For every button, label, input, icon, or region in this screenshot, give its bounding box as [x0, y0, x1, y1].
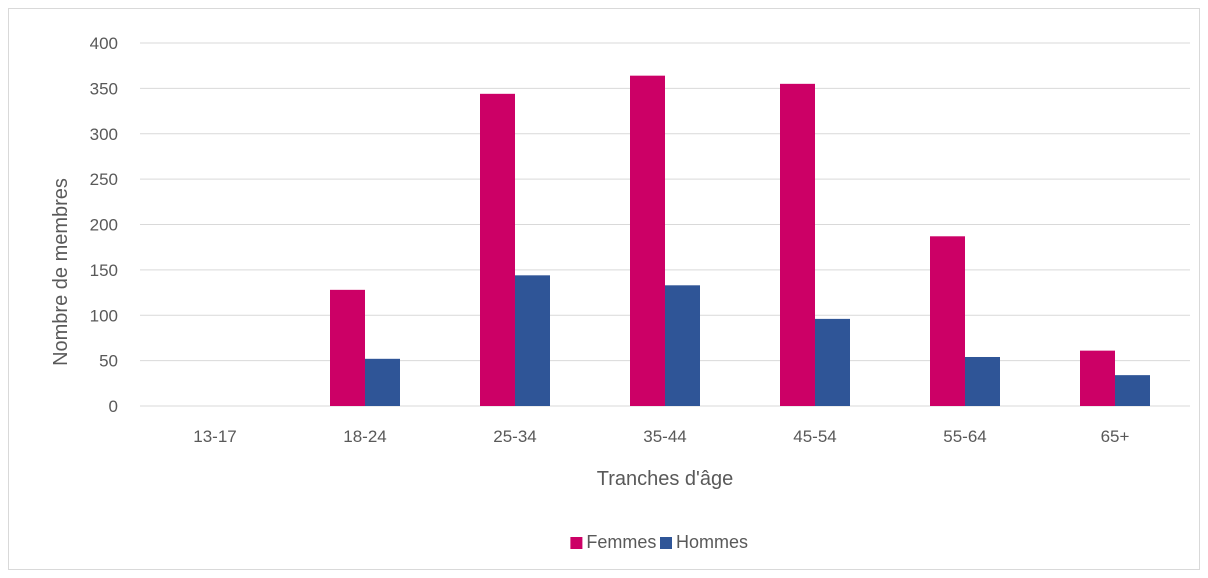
bar-hommes-65+: [1115, 375, 1150, 406]
y-tick-label: 50: [99, 352, 118, 371]
bar-femmes-25-34: [480, 93, 515, 406]
x-tick-label: 65+: [1101, 427, 1130, 446]
y-tick-label: 300: [90, 125, 118, 144]
chart-frame: [8, 8, 1200, 570]
x-axis-ticks: 13-17 18-24 25-34 35-44 45-54 55-64 65+: [193, 427, 1129, 446]
x-tick-label: 35-44: [643, 427, 686, 446]
legend-swatch-femmes: [570, 537, 583, 549]
bar-hommes-35-44: [665, 285, 700, 406]
bar-hommes-18-24: [365, 358, 400, 406]
y-axis-ticks: 0 50 100 150 200 250 300 350 400: [90, 34, 118, 416]
legend: Femmes Hommes: [570, 532, 748, 552]
x-tick-label: 18-24: [343, 427, 386, 446]
y-tick-label: 350: [90, 79, 118, 98]
y-tick-label: 150: [90, 261, 118, 280]
bar-femmes-18-24: [330, 289, 365, 406]
bars: [330, 75, 1150, 407]
legend-swatch-hommes: [660, 537, 672, 549]
x-tick-label: 13-17: [193, 427, 236, 446]
bar-hommes-25-34: [515, 275, 550, 406]
bar-hommes-55-64: [965, 356, 1000, 406]
legend-label-hommes: Hommes: [676, 532, 748, 552]
x-axis-title: Tranches d'âge: [597, 468, 734, 490]
bar-femmes-35-44: [630, 75, 665, 407]
y-tick-label: 0: [109, 397, 118, 416]
y-axis-title: Nombre de membres: [50, 178, 72, 366]
x-tick-label: 45-54: [793, 427, 836, 446]
x-tick-label: 25-34: [493, 427, 536, 446]
legend-label-femmes: Femmes: [586, 532, 656, 552]
y-tick-label: 100: [90, 306, 118, 325]
bar-femmes-45-54: [780, 83, 815, 407]
y-tick-label: 200: [90, 216, 118, 235]
bar-hommes-45-54: [815, 318, 850, 406]
bar-femmes-65+: [1080, 350, 1115, 406]
y-tick-label: 400: [90, 34, 118, 53]
x-tick-label: 55-64: [943, 427, 986, 446]
bar-femmes-55-64: [930, 236, 965, 406]
y-tick-label: 250: [90, 170, 118, 189]
